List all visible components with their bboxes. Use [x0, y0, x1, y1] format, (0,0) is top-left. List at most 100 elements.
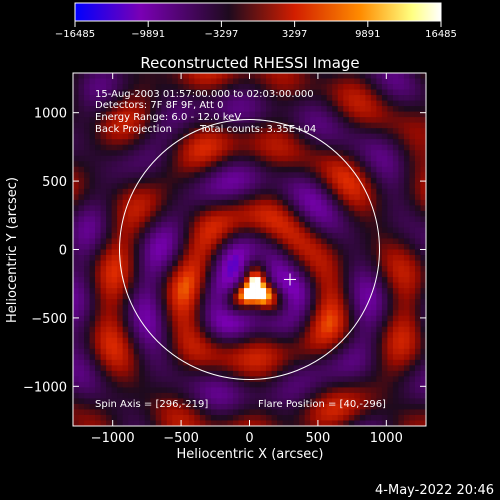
heatmap-cell [117, 249, 124, 256]
heatmap-cell [243, 321, 250, 328]
heatmap-cell [326, 387, 333, 394]
heatmap-cell [144, 266, 151, 272]
heatmap-cell [194, 370, 201, 377]
heatmap-cell [398, 89, 405, 96]
heatmap-cell [387, 177, 394, 184]
heatmap-cell [122, 194, 129, 201]
heatmap-cell [343, 255, 350, 261]
heatmap-cell [216, 260, 223, 267]
heatmap-cell [343, 310, 350, 317]
heatmap-cell [172, 199, 179, 206]
heatmap-cell [238, 370, 245, 377]
heatmap-cell [420, 288, 426, 295]
heatmap-cell [89, 216, 96, 223]
heatmap-cell [216, 199, 223, 206]
heatmap-cell [255, 277, 261, 283]
heatmap-cell [343, 271, 350, 278]
heatmap-cell [315, 177, 322, 184]
heatmap-cell [210, 348, 217, 355]
heatmap-cell [78, 332, 85, 339]
heatmap-cell [293, 321, 300, 328]
heatmap-cell [277, 172, 283, 179]
heatmap-cell [84, 337, 90, 344]
heatmap-cell [271, 304, 278, 311]
heatmap-cell [111, 150, 118, 157]
heatmap-cell [403, 199, 410, 206]
heatmap-cell [194, 133, 201, 140]
heatmap-cell [354, 315, 361, 322]
heatmap-cell [210, 282, 217, 289]
heatmap-cell [277, 232, 283, 239]
x-axis: −1000 −500 0 500 1000 [91, 73, 403, 446]
heatmap-cell [144, 299, 151, 306]
heatmap-cell [150, 227, 157, 234]
heatmap-cell [293, 243, 300, 250]
heatmap-cell [392, 282, 399, 289]
heatmap-cell [343, 177, 350, 184]
heatmap-cell [348, 210, 355, 217]
heatmap-cell [354, 89, 361, 96]
heatmap-cell [232, 387, 239, 394]
heatmap-cell [282, 117, 289, 124]
heatmap-cell [150, 376, 157, 383]
heatmap-cell [172, 161, 179, 168]
heatmap-cell [376, 365, 383, 372]
heatmap-cell [205, 161, 212, 168]
heatmap-cell [221, 188, 228, 195]
heatmap-cell [321, 343, 328, 350]
heatmap-cell [387, 304, 394, 311]
heatmap-cell [392, 227, 399, 234]
heatmap-cell [354, 348, 361, 355]
heatmap-cell [409, 205, 416, 212]
heatmap-cell [326, 288, 333, 295]
heatmap-cell [392, 288, 399, 295]
heatmap-cell [337, 227, 344, 234]
heatmap-cell [166, 221, 173, 228]
heatmap-cell [205, 106, 212, 113]
heatmap-cell [365, 266, 372, 272]
heatmap-cell [403, 321, 410, 328]
heatmap-cell [255, 414, 261, 421]
heatmap-cell [376, 398, 383, 405]
heatmap-cell [420, 420, 426, 426]
heatmap-cell [365, 398, 372, 405]
heatmap-cell [144, 100, 151, 107]
heatmap-cell [398, 144, 405, 151]
heatmap-cell [122, 238, 129, 245]
heatmap-cell [106, 348, 113, 355]
heatmap-cell [310, 106, 317, 113]
heatmap-cell [172, 216, 179, 223]
heatmap-cell [106, 238, 113, 245]
heatmap-cell [221, 315, 228, 322]
heatmap-cell [321, 381, 328, 388]
heatmap-cell [133, 150, 140, 157]
heatmap-cell [260, 238, 267, 245]
heatmap-cell [315, 321, 322, 328]
heatmap-cell [255, 392, 261, 399]
heatmap-cell [221, 243, 228, 250]
heatmap-cell [376, 266, 383, 272]
heatmap-cell [133, 111, 140, 118]
heatmap-cell [111, 95, 118, 101]
heatmap-cell [260, 304, 267, 311]
heatmap-cell [304, 255, 311, 261]
heatmap-cell [172, 288, 179, 295]
heatmap-cell [398, 326, 405, 333]
heatmap-cell [117, 337, 124, 344]
heatmap-cell [144, 227, 151, 234]
heatmap-cell [288, 414, 295, 421]
heatmap-cell [277, 381, 283, 388]
heatmap-cell [95, 243, 101, 250]
heatmap-cell [271, 403, 278, 410]
heatmap-cell [304, 282, 311, 289]
heatmap-cell [321, 84, 328, 90]
heatmap-cell [403, 89, 410, 96]
heatmap-cell [117, 128, 124, 135]
heatmap-cell [117, 122, 124, 129]
heatmap-cell [205, 133, 212, 140]
heatmap-cell [243, 122, 250, 129]
heatmap-cell [299, 84, 306, 90]
heatmap-cell [370, 144, 377, 151]
heatmap-cell [249, 89, 256, 96]
